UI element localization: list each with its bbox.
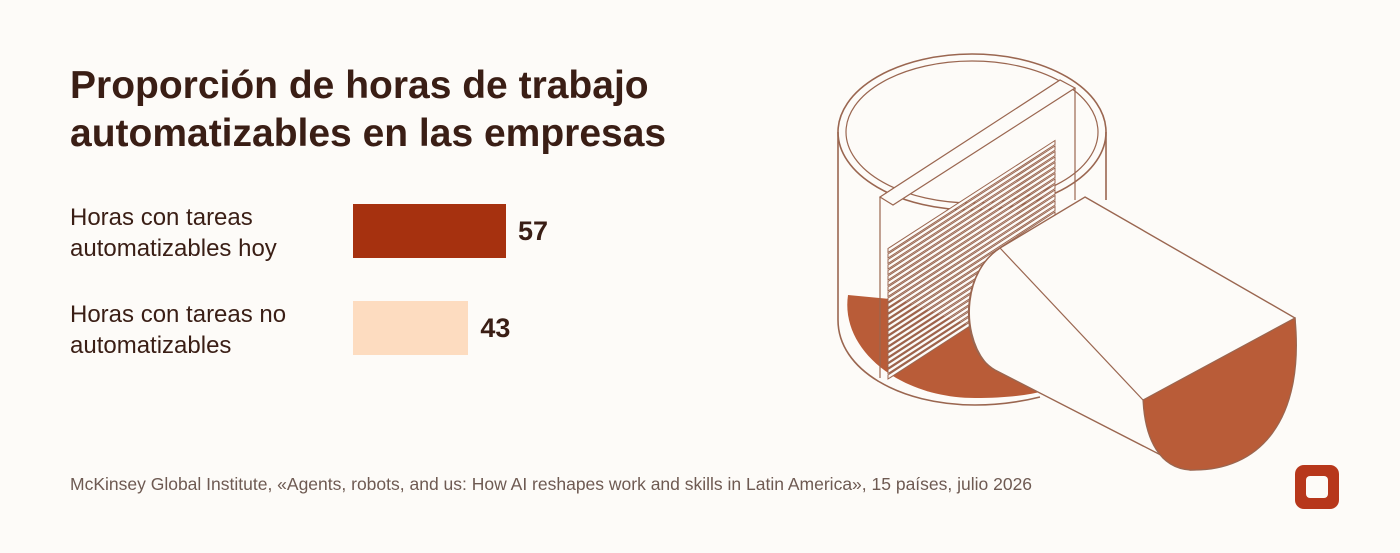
- document-sheet: [887, 189, 1056, 303]
- document-sheet: [887, 150, 1056, 265]
- category-label: Horas con tareas automatizables hoy: [70, 204, 277, 262]
- cylinder-with-document-stack-illustration: [837, 53, 1297, 471]
- brand-logo-icon: [1295, 465, 1339, 509]
- document-sheet: [887, 178, 1056, 292]
- category-label: Horas con tareas no automatizables: [70, 301, 287, 359]
- chart-title: Proporción de horas de trabajo automatiz…: [70, 64, 667, 155]
- document-sheet: [887, 172, 1056, 287]
- document-sheet: [887, 205, 1056, 320]
- bar-value-label: 43: [480, 313, 511, 343]
- cylinder-bottom-rim: [837, 319, 1041, 406]
- document-sheet: [887, 167, 1056, 281]
- tube-inner-edge: [968, 247, 1001, 363]
- cylinder-top-rim: [837, 53, 1107, 211]
- bar-value-label: 57: [518, 216, 549, 246]
- tube-end-fill: [1142, 317, 1297, 471]
- bar-chart: Horas con tareas automatizables hoy 57 Hor…: [0, 0, 800, 400]
- document-sheet: [887, 139, 1056, 254]
- document-sheet: [887, 194, 1056, 309]
- source-note: McKinsey Global Institute, «Agents, robo…: [70, 474, 1033, 494]
- bar: [353, 301, 469, 355]
- document-sheet: [887, 161, 1056, 276]
- document-sheet: [887, 145, 1056, 259]
- bar: [353, 204, 506, 258]
- document-sheet: [887, 156, 1056, 270]
- document-sheet: [887, 183, 1056, 298]
- tube-edge-line: [999, 247, 1144, 401]
- document-sheet: [887, 200, 1056, 314]
